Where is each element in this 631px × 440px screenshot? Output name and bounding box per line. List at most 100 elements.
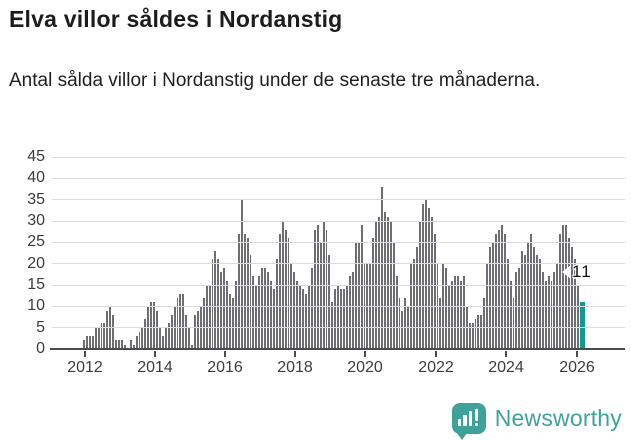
x-axis-tick-label: 2016 <box>207 359 243 376</box>
bar <box>573 259 576 349</box>
bar <box>448 285 451 349</box>
bar <box>404 297 407 349</box>
bar <box>424 199 427 349</box>
bar <box>316 225 319 349</box>
bar <box>249 255 252 349</box>
x-axis-tick-label: 2022 <box>418 359 454 376</box>
bar <box>299 285 302 349</box>
bar <box>150 302 153 349</box>
bar <box>278 233 281 349</box>
bar <box>562 225 565 349</box>
bar <box>530 233 532 349</box>
bar <box>512 297 515 349</box>
y-axis-tick-label: 25 <box>27 233 45 251</box>
bar <box>544 280 547 349</box>
x-axis-tick <box>576 351 578 357</box>
bar <box>331 302 334 349</box>
bar <box>354 242 357 349</box>
bar <box>153 302 156 349</box>
bar <box>345 285 348 349</box>
bar <box>553 272 556 349</box>
newsworthy-chart-bubble-icon <box>451 403 486 440</box>
x-axis-tick-label: 2018 <box>277 359 313 376</box>
x-axis-tick <box>364 351 366 357</box>
bar <box>217 259 220 349</box>
bar <box>378 216 381 349</box>
bar <box>576 285 579 349</box>
bar <box>261 267 264 349</box>
bar <box>559 233 562 349</box>
y-axis-tick-label: 35 <box>27 190 45 208</box>
newsworthy-logo: Newsworthy <box>451 403 622 440</box>
bar <box>307 285 310 349</box>
bar <box>118 340 120 349</box>
bar <box>293 272 296 349</box>
bar <box>85 336 88 349</box>
bar <box>214 250 217 349</box>
gridline <box>52 327 625 329</box>
bar <box>275 259 278 349</box>
bar <box>474 319 477 349</box>
bar <box>284 229 287 349</box>
x-axis-tick <box>84 351 86 357</box>
x-axis-tick-label: 2014 <box>137 359 173 376</box>
bar <box>445 267 448 349</box>
bar <box>310 267 313 349</box>
annotation-value: 11 <box>572 262 592 281</box>
bar <box>454 276 456 349</box>
bar <box>471 323 474 349</box>
bar <box>457 276 459 349</box>
bar <box>258 276 261 349</box>
bar <box>112 314 115 349</box>
bar <box>427 208 430 349</box>
bar <box>494 233 497 349</box>
gridline <box>52 220 625 222</box>
bar <box>483 297 486 349</box>
bar <box>83 340 85 349</box>
bar <box>357 242 360 349</box>
bar <box>243 233 246 349</box>
bar <box>433 233 436 349</box>
bar <box>439 297 442 349</box>
x-axis-line <box>50 348 625 350</box>
bar <box>170 314 173 349</box>
bar <box>100 323 103 349</box>
bar <box>515 272 518 349</box>
x-axis-tick <box>154 351 156 357</box>
bar <box>264 267 267 349</box>
bar <box>158 327 161 349</box>
y-axis-tick-label: 10 <box>27 297 45 315</box>
bar <box>416 246 419 349</box>
bar <box>503 233 506 349</box>
bar <box>313 229 316 349</box>
annotation-arrow-icon <box>562 265 571 279</box>
bar <box>115 340 118 349</box>
gridline <box>52 263 625 265</box>
bar <box>167 323 170 349</box>
bar <box>91 336 94 349</box>
bar <box>196 310 199 349</box>
bar <box>509 280 512 349</box>
bar <box>97 327 100 349</box>
bar <box>191 344 194 349</box>
bar <box>337 285 340 349</box>
bar <box>325 229 328 349</box>
bar <box>500 225 503 349</box>
bar <box>568 238 570 349</box>
gridline <box>52 156 625 158</box>
bar <box>459 280 462 349</box>
bar <box>360 225 363 349</box>
bar <box>328 255 331 349</box>
bar <box>381 186 383 349</box>
bar <box>386 216 389 349</box>
bar <box>202 297 205 349</box>
bar <box>538 259 541 349</box>
gridline <box>52 199 625 201</box>
bar <box>550 280 553 349</box>
bar <box>129 340 132 349</box>
bar <box>156 310 158 349</box>
bar <box>570 246 573 349</box>
chart-subtitle: Antal sålda villor i Nordanstig under de… <box>9 70 541 91</box>
bar <box>123 344 126 349</box>
bar <box>492 242 494 349</box>
